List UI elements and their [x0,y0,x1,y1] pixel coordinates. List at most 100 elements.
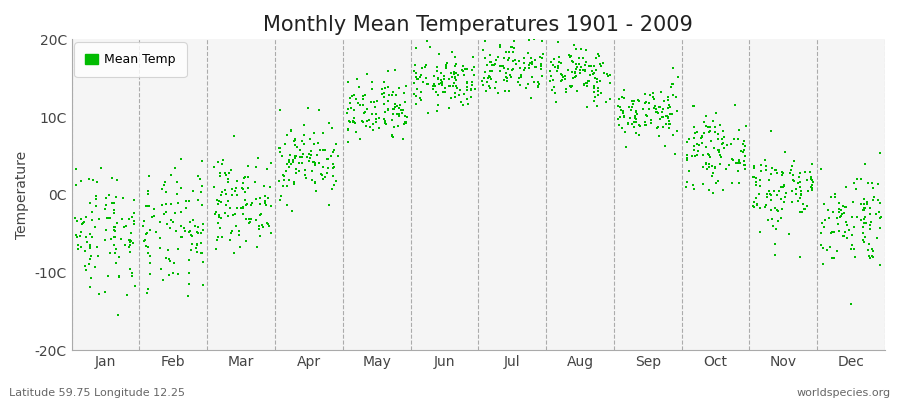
Point [188,223,202,230]
Point [589,55,603,62]
Point [845,214,859,220]
Point [661,115,675,121]
Point [581,78,596,84]
Point [102,192,116,198]
Point [644,120,659,126]
Point [857,196,871,202]
Point [310,140,325,146]
Point [359,105,374,112]
Point [112,274,126,281]
Point [385,133,400,139]
Point [658,143,672,149]
Point [512,58,526,64]
Point [178,228,193,234]
Point [617,129,632,135]
Point [559,86,573,92]
Point [623,115,637,122]
Point [302,136,317,142]
Point [207,164,221,170]
Point [707,165,722,171]
Point [594,63,608,70]
Point [617,114,632,120]
Point [652,104,666,110]
Point [593,61,608,67]
Point [220,212,235,219]
Point [381,68,395,74]
Point [236,186,250,192]
Point [830,248,844,255]
Point [282,176,296,183]
Point [258,200,273,206]
Point [581,78,596,84]
Point [736,149,751,155]
Point [122,236,136,243]
Point [196,220,211,227]
Point [690,129,705,136]
Point [669,94,683,100]
Point [649,109,663,116]
Point [391,122,405,129]
Point [639,99,653,105]
Point [194,250,208,256]
Point [164,172,178,179]
Point [316,176,330,182]
Point [769,226,783,232]
Point [670,128,684,134]
Point [783,170,797,177]
Point [316,130,330,136]
Point [158,189,173,196]
Point [872,225,886,231]
Point [667,151,681,157]
Point [694,134,708,141]
Point [476,82,491,88]
Point [431,75,446,82]
Point [311,107,326,113]
Point [716,140,730,146]
Point [161,272,176,278]
Point [528,56,543,63]
Point [328,178,343,184]
Point [758,204,772,210]
Point [477,75,491,82]
Point [468,86,482,92]
Point [140,191,155,198]
Point [282,157,296,163]
Point [518,64,532,71]
Point [833,214,848,220]
Point [772,188,787,194]
Point [372,125,386,132]
Point [570,88,584,94]
Point [444,70,458,76]
Point [110,220,124,226]
Point [589,66,603,73]
Point [214,199,229,206]
Point [210,236,224,243]
Text: worldspecies.org: worldspecies.org [796,388,891,398]
Point [409,93,423,100]
Point [255,222,269,228]
Point [440,60,454,66]
Point [69,218,84,224]
Point [307,140,321,147]
Point [431,92,446,98]
Point [569,72,583,79]
Point [307,159,321,166]
Point [839,204,853,210]
Point [792,174,806,180]
Point [752,191,767,197]
Point [140,230,155,236]
Point [303,155,318,161]
Point [119,223,133,229]
Point [79,214,94,221]
Point [451,72,465,78]
Point [102,215,116,221]
Point [576,55,590,61]
Point [446,83,460,89]
Point [631,97,645,104]
Point [580,82,595,89]
Point [522,62,536,68]
Point [502,88,517,94]
Point [384,132,399,138]
Point [746,174,760,180]
Point [789,191,804,198]
